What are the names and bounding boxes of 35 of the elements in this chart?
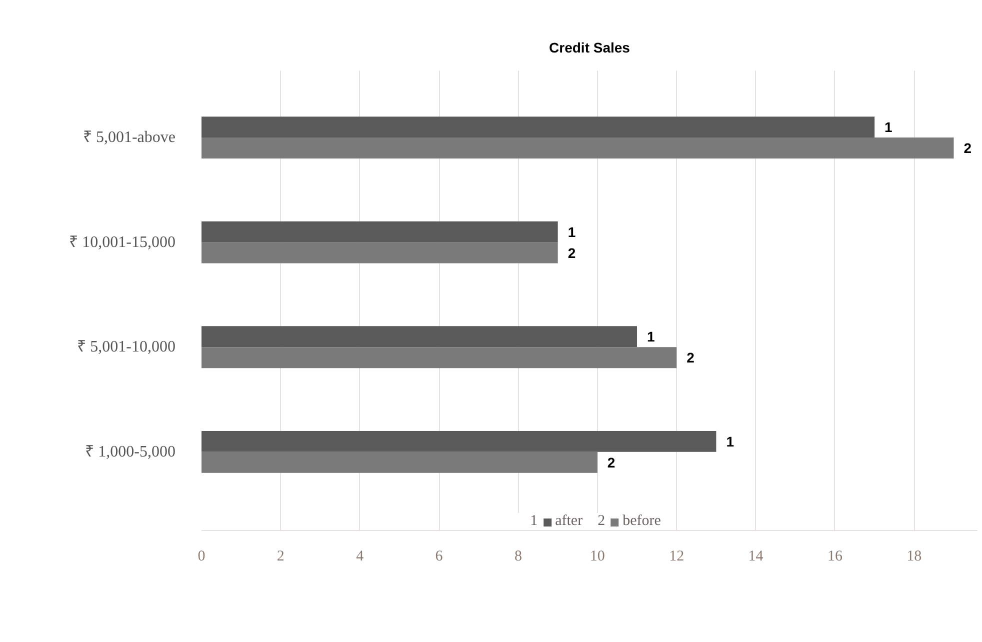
- bar: [202, 221, 558, 242]
- y-tick-label: ₹ 5,001-10,000: [77, 338, 176, 356]
- y-tick-label: ₹ 1,000-5,000: [85, 443, 176, 460]
- x-tick-label: 14: [748, 548, 764, 564]
- x-tick-label: 8: [514, 548, 522, 564]
- x-tick-label: 0: [198, 548, 206, 564]
- x-tick-label: 10: [590, 548, 605, 564]
- x-tick-label: 16: [827, 548, 843, 564]
- y-tick-label: ₹ 10,001-15,000: [69, 234, 176, 251]
- chart-title: Credit Sales: [549, 40, 630, 56]
- bar: [202, 242, 558, 264]
- bar: [202, 452, 598, 473]
- text: 2: [598, 513, 606, 529]
- annotation: 1: [647, 328, 656, 345]
- x-tick-label: 12: [669, 548, 684, 564]
- bar: [202, 326, 638, 348]
- bar: [202, 430, 716, 452]
- bar: [202, 347, 677, 368]
- legend-label: before: [622, 513, 661, 530]
- bar: [202, 138, 954, 159]
- annotation: 2: [607, 454, 616, 470]
- text: 1: [530, 513, 538, 529]
- x-tick-label: 6: [435, 548, 444, 564]
- x-tick-label: 2: [276, 548, 284, 564]
- annotation: 2: [568, 244, 576, 261]
- annotation: 1: [568, 224, 576, 240]
- legend-label: after: [555, 513, 583, 530]
- annotation: 2: [964, 140, 972, 156]
- annotation: 2: [686, 350, 695, 366]
- y-tick-label: ₹ 5,001-above: [82, 129, 176, 146]
- x-tick-label: 18: [906, 548, 922, 564]
- x-tick-label: 4: [356, 548, 364, 564]
- annotation: 1: [726, 433, 734, 450]
- annotation: 1: [884, 119, 893, 136]
- bar: [202, 116, 875, 138]
